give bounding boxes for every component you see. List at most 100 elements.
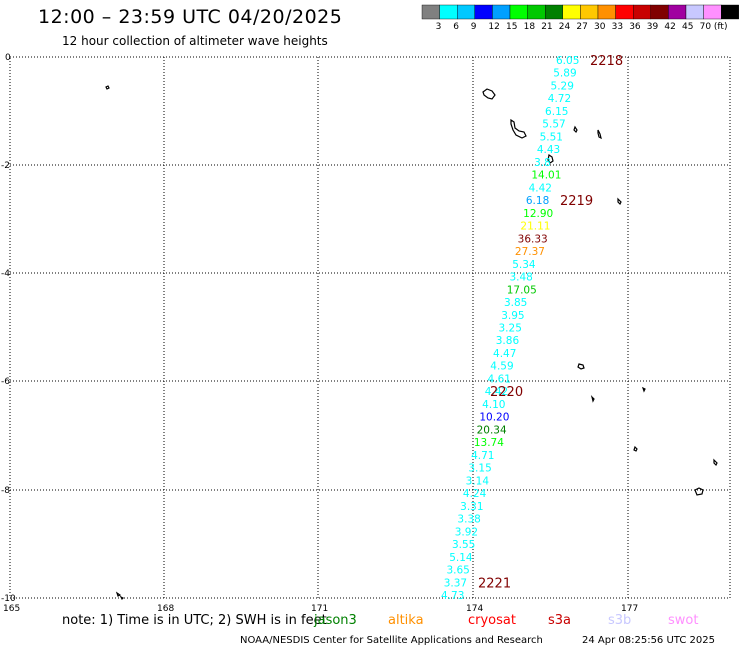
wave-height-label: 10.20 xyxy=(479,412,509,424)
longitude-tick-label: 171 xyxy=(311,604,328,614)
longitude-tick-label: 165 xyxy=(3,604,20,614)
legend-swatch xyxy=(439,4,458,20)
wave-height-label: 3.86 xyxy=(496,335,520,347)
note-text: note: 1) Time is in UTC; 2) SWH is in fe… xyxy=(62,613,327,628)
legend-swatch xyxy=(527,4,546,20)
latitude-tick-label: -10 xyxy=(1,594,16,604)
legend-label: 36 xyxy=(629,22,641,32)
wave-height-label: 4.61 xyxy=(488,373,511,385)
wave-height-label: 5.29 xyxy=(551,80,574,92)
wave-height-label: 4.73 xyxy=(441,590,464,602)
legend-label: 15 xyxy=(506,22,518,32)
legend-swatch xyxy=(685,4,704,20)
island-outline xyxy=(115,591,122,597)
legend-label: 42 xyxy=(664,22,676,32)
satellite-jason3: jason3 xyxy=(314,613,357,628)
legend-swatch xyxy=(545,4,564,20)
wave-height-label: 4.10 xyxy=(482,399,505,411)
wave-height-label: 3.48 xyxy=(509,272,532,284)
island-outline xyxy=(510,118,527,139)
wave-height-label: 14.01 xyxy=(531,170,561,182)
map-subtitle: 12 hour collection of altimeter wave hei… xyxy=(62,34,328,48)
legend-label: 33 xyxy=(611,22,624,32)
map-title: 12:00 – 23:59 UTC 04/20/2025 xyxy=(38,6,343,28)
longitude-tick-label: 168 xyxy=(157,604,174,614)
wave-height-label: 6.05 xyxy=(556,55,579,67)
wave-height-label: 5.51 xyxy=(540,131,563,143)
wave-height-label: 4.42 xyxy=(485,386,508,398)
legend-swatch xyxy=(509,4,528,20)
latitude-tick-label: -8 xyxy=(1,486,10,496)
wave-height-label: 13.74 xyxy=(474,437,504,449)
legend-label: 70 (ft) xyxy=(699,22,728,32)
island-outline xyxy=(597,129,602,140)
satellite-s3a: s3a xyxy=(548,613,572,628)
wave-height-label: 4.24 xyxy=(463,488,487,500)
legend-swatch xyxy=(615,4,634,20)
wave-height-label: 3.15 xyxy=(468,463,491,475)
wave-height-label: 4.43 xyxy=(537,144,560,156)
wave-height-label: 4.47 xyxy=(493,348,516,360)
wave-height-label: 5.34 xyxy=(512,259,536,271)
wave-height-label: 3.65 xyxy=(446,565,469,577)
latitude-tick-label: -6 xyxy=(1,377,10,387)
wave-height-label: 5.89 xyxy=(553,68,576,80)
longitude-tick-label: 174 xyxy=(466,604,483,614)
wave-height-label: 12.90 xyxy=(523,208,553,220)
satellite-cryosat: cryosat xyxy=(468,613,516,628)
wave-height-label: 3.85 xyxy=(504,297,527,309)
wave-height-label: 4.71 xyxy=(471,450,494,462)
island-outline xyxy=(573,125,578,134)
wave-height-label: 4.59 xyxy=(490,361,513,373)
latitude-tick-label: -2 xyxy=(1,161,10,171)
wave-height-label: 3.92 xyxy=(455,526,478,538)
island-outline xyxy=(617,197,622,206)
wave-height-label: 3.25 xyxy=(499,323,522,335)
legend-label: 18 xyxy=(523,22,536,32)
wave-height-label: 3.38 xyxy=(457,514,480,526)
island-outline xyxy=(482,88,496,100)
wave-height-label: 5.14 xyxy=(449,552,473,564)
satellite-s3b: s3b xyxy=(608,613,632,628)
wave-height-label: 20.34 xyxy=(477,424,507,436)
legend-swatch xyxy=(562,4,581,20)
footer-timestamp: 24 Apr 08:25:56 UTC 2025 xyxy=(582,635,715,646)
latitude-tick-label: 0 xyxy=(5,53,11,63)
legend-label: 6 xyxy=(453,22,459,32)
legend-label: 9 xyxy=(470,22,477,32)
legend-label: 21 xyxy=(541,22,553,32)
legend-swatch xyxy=(650,4,669,20)
wave-height-label: 3.37 xyxy=(444,577,467,589)
island-outline xyxy=(119,595,125,601)
wave-height-label: 6.15 xyxy=(545,106,568,118)
legend-swatch xyxy=(633,4,652,20)
legend-label: 39 xyxy=(646,22,659,32)
wave-height-label: 6.18 xyxy=(526,195,549,207)
time-label: 2221 xyxy=(478,576,511,591)
island-outline xyxy=(547,154,554,164)
wave-height-label: 21.11 xyxy=(520,221,550,233)
island-outline xyxy=(641,386,646,393)
wave-height-label: 17.05 xyxy=(507,284,537,296)
legend-swatch xyxy=(668,4,687,20)
wave-height-label: 36.33 xyxy=(518,233,548,245)
wave-height-label: 4.42 xyxy=(529,182,552,194)
color-legend-labels: 3 6 9 12 15 18 21 24 27 30 33 36 39 42 45 70 (ft) xyxy=(422,22,740,34)
time-label: 2218 xyxy=(590,54,623,69)
latitude-tick-label: -4 xyxy=(1,269,10,279)
legend-label: 45 xyxy=(682,22,694,32)
legend-swatch xyxy=(421,4,440,20)
map-frame xyxy=(9,56,731,599)
wave-height-label: 3.14 xyxy=(466,475,490,487)
footer-credit: NOAA/NESDIS Center for Satellite Applica… xyxy=(240,635,543,646)
legend-label: 12 xyxy=(488,22,500,32)
island-outline xyxy=(577,363,585,370)
wave-height-label: 5.57 xyxy=(542,119,565,131)
island-outline xyxy=(694,487,704,496)
legend-label: 30 xyxy=(594,22,606,32)
satellite-altika: altika xyxy=(388,613,424,628)
legend-swatch xyxy=(457,4,476,20)
wave-height-label: 3.8 xyxy=(534,157,551,169)
legend-swatch xyxy=(580,4,599,20)
